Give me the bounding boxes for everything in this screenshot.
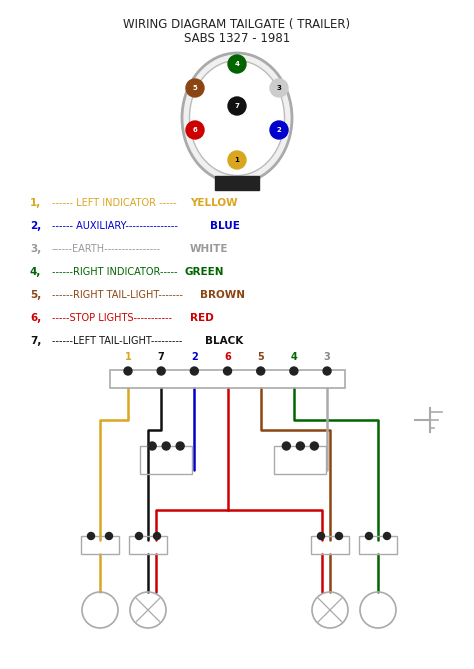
Text: 7,: 7, <box>30 336 41 346</box>
Circle shape <box>336 533 343 539</box>
Bar <box>274 446 327 474</box>
Text: RED: RED <box>190 313 213 323</box>
Text: 5,: 5, <box>30 290 41 300</box>
Circle shape <box>257 367 264 375</box>
Bar <box>81 536 119 554</box>
Circle shape <box>228 55 246 73</box>
Circle shape <box>176 442 184 450</box>
Text: GREEN: GREEN <box>184 267 224 277</box>
Text: 6: 6 <box>192 127 197 133</box>
Text: ------EARTH----------------: ------EARTH---------------- <box>52 244 161 254</box>
Text: BROWN: BROWN <box>200 290 245 300</box>
Text: YELLOW: YELLOW <box>190 198 237 208</box>
Text: 2: 2 <box>277 127 282 133</box>
Text: 2: 2 <box>191 352 198 362</box>
Circle shape <box>365 533 373 539</box>
Text: 3: 3 <box>324 352 330 362</box>
Bar <box>110 370 345 388</box>
Circle shape <box>383 533 391 539</box>
Bar <box>140 446 192 474</box>
Text: 4,: 4, <box>30 267 41 277</box>
Text: -----STOP LIGHTS-----------: -----STOP LIGHTS----------- <box>52 313 172 323</box>
Circle shape <box>148 442 156 450</box>
Text: 6: 6 <box>224 352 231 362</box>
Text: ------ AUXILIARY---------------: ------ AUXILIARY--------------- <box>52 221 178 231</box>
Circle shape <box>270 121 288 139</box>
Circle shape <box>318 533 325 539</box>
Bar <box>359 536 397 554</box>
Circle shape <box>228 97 246 115</box>
Text: 7: 7 <box>235 103 239 109</box>
Text: BLUE: BLUE <box>210 221 240 231</box>
Text: 1,: 1, <box>30 198 41 208</box>
Text: ------ LEFT INDICATOR -----: ------ LEFT INDICATOR ----- <box>52 198 177 208</box>
Bar <box>215 176 259 190</box>
Circle shape <box>186 121 204 139</box>
Circle shape <box>136 533 143 539</box>
Circle shape <box>106 533 112 539</box>
Circle shape <box>290 367 298 375</box>
Ellipse shape <box>182 53 292 183</box>
Text: 3: 3 <box>276 85 282 91</box>
Bar <box>129 536 167 554</box>
Circle shape <box>310 442 319 450</box>
Text: 1: 1 <box>235 157 239 163</box>
Text: SABS 1327 - 1981: SABS 1327 - 1981 <box>184 32 290 45</box>
Ellipse shape <box>190 60 284 175</box>
Circle shape <box>323 367 331 375</box>
Text: ------LEFT TAIL-LIGHT---------: ------LEFT TAIL-LIGHT--------- <box>52 336 182 346</box>
Circle shape <box>191 367 198 375</box>
Text: 6,: 6, <box>30 313 41 323</box>
Text: WIRING DIAGRAM TAILGATE ( TRAILER): WIRING DIAGRAM TAILGATE ( TRAILER) <box>123 18 351 31</box>
Circle shape <box>186 79 204 97</box>
Bar <box>311 536 349 554</box>
Circle shape <box>228 151 246 169</box>
Circle shape <box>296 442 304 450</box>
Circle shape <box>124 367 132 375</box>
Text: 7: 7 <box>158 352 164 362</box>
Text: 2,: 2, <box>30 221 41 231</box>
Text: ------RIGHT TAIL-LIGHT-------: ------RIGHT TAIL-LIGHT------- <box>52 290 183 300</box>
Text: ------RIGHT INDICATOR-----: ------RIGHT INDICATOR----- <box>52 267 177 277</box>
Circle shape <box>224 367 231 375</box>
Text: 3,: 3, <box>30 244 41 254</box>
Text: 5: 5 <box>257 352 264 362</box>
Circle shape <box>162 442 170 450</box>
Circle shape <box>270 79 288 97</box>
Circle shape <box>154 533 161 539</box>
Text: 1: 1 <box>125 352 131 362</box>
Text: 4: 4 <box>291 352 297 362</box>
Text: WHITE: WHITE <box>190 244 228 254</box>
Text: 5: 5 <box>192 85 197 91</box>
Text: 4: 4 <box>235 61 239 67</box>
Circle shape <box>88 533 94 539</box>
Circle shape <box>157 367 165 375</box>
Circle shape <box>283 442 291 450</box>
Text: BLACK: BLACK <box>205 336 243 346</box>
